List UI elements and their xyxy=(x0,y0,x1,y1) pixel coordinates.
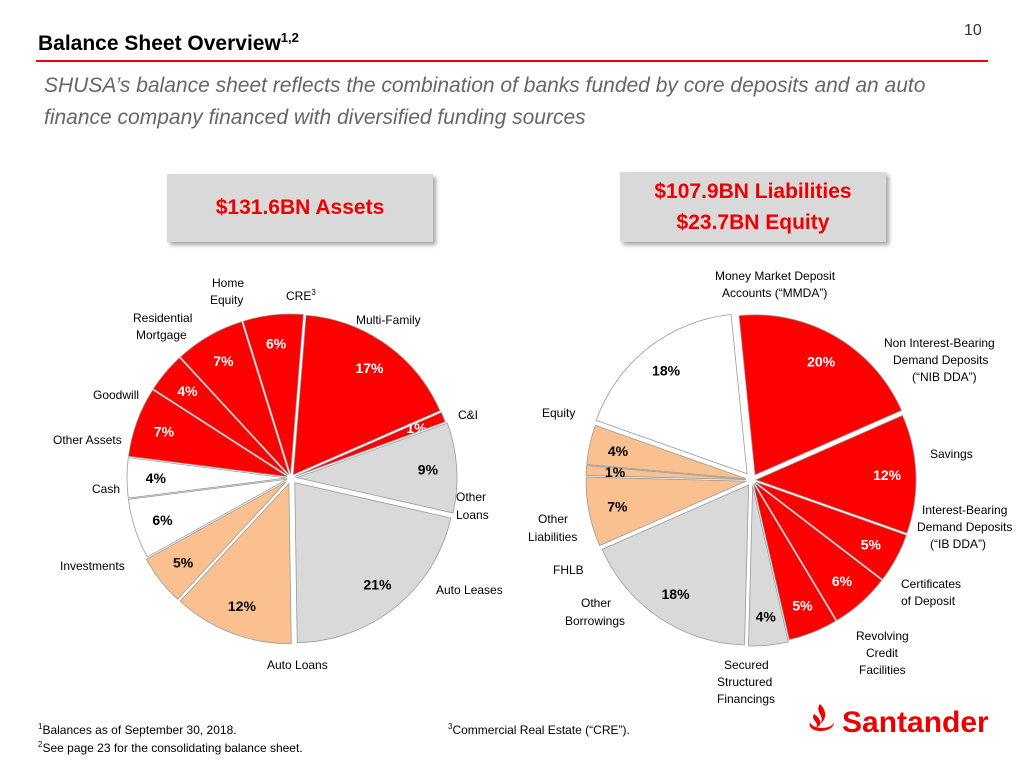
pct-label-other-assets: 6% xyxy=(152,512,173,528)
santander-logo: Santander xyxy=(804,702,994,747)
pct-label-goodwill: 4% xyxy=(146,470,167,486)
liabilities-total-box: $107.9BN Liabilities $23.7BN Equity xyxy=(620,172,886,242)
santander-flame-icon: Santander xyxy=(809,704,989,739)
slice-goodwill xyxy=(126,457,288,499)
pct-label-equity: 18% xyxy=(652,363,681,379)
slice-other-loans xyxy=(294,411,446,477)
slice-other-liabilities xyxy=(586,424,747,480)
label-other-liabilities: Other Liabilities xyxy=(528,512,577,544)
slice-home-equity xyxy=(152,357,289,476)
label-other-assets: Other Assets xyxy=(53,433,122,447)
slice-residential-mortgage xyxy=(128,389,288,478)
slice-savings xyxy=(755,481,907,580)
label-goodwill: Goodwill xyxy=(93,388,139,402)
assets-total-box: $131.6BN Assets xyxy=(167,174,433,242)
slice-c-i xyxy=(292,314,441,476)
pct-label-multi-family: 6% xyxy=(266,336,287,352)
slice-multi-family xyxy=(242,313,304,475)
label-other-loans: Other Loans xyxy=(456,490,489,522)
slice-fhlb xyxy=(585,465,747,481)
slice-certificates-of-deposit xyxy=(753,483,837,641)
pct-label-other-borrowings: 7% xyxy=(607,498,628,514)
pct-label-auto-leases: 9% xyxy=(418,461,439,477)
title-rule xyxy=(36,60,988,62)
footnote-2: 2See page 23 for the consolidating balan… xyxy=(38,740,303,755)
pct-label-auto-loans: 21% xyxy=(363,577,392,593)
slice-cre3 xyxy=(179,321,290,475)
liabilities-pie: 20% 12% 5% 6% 5% 4% 18% 7% 1% 4% 18% xyxy=(585,314,917,647)
pct-label-savings: 5% xyxy=(861,536,882,552)
slice-auto-loans xyxy=(294,482,452,644)
label-savings: Savings xyxy=(930,447,973,461)
pct-label-investments: 12% xyxy=(228,598,257,614)
slice-equity xyxy=(595,314,748,475)
pct-label-secured-structured-financings: 18% xyxy=(662,586,691,602)
pct-label-interest-bearing-demand-deposits-ib-dda: 6% xyxy=(832,573,853,589)
pct-label-other-liabilities: 4% xyxy=(608,443,629,459)
pct-label-fhlb: 1% xyxy=(605,464,626,480)
logo-wordmark: Santander xyxy=(842,706,989,739)
assets-pie: 17%1%9%21%12%5%6%4%7%4%7%6% xyxy=(126,313,458,644)
label-certificates-of-deposit: Certificates of Deposit xyxy=(901,577,961,608)
slice-other-assets xyxy=(128,478,288,558)
footnote-1: 1Balances as of September 30, 2018. xyxy=(38,722,237,737)
slice-secured-structured-financings xyxy=(601,484,750,646)
label-mmda: Money Market Deposit Accounts (“MMDA”) xyxy=(715,269,836,300)
label-ci: C&I xyxy=(458,408,478,422)
liabilities-labels: Money Market Deposit Accounts (“MMDA”) No… xyxy=(528,269,1012,706)
pct-label-certificates-of-deposit: 5% xyxy=(792,597,813,613)
pct-label-c-i: 17% xyxy=(355,360,384,376)
label-revolving-credit: Revolving Credit Facilities xyxy=(856,629,909,677)
page-number: 10 xyxy=(964,22,982,39)
slice-investments xyxy=(179,482,292,644)
label-fhlb: FHLB xyxy=(553,563,584,577)
pct-label-cre3: 7% xyxy=(213,353,234,369)
label-home-equity: Home Equity xyxy=(210,276,244,307)
slice-interest-bearing-demand-deposits-ib-dda xyxy=(754,482,883,621)
label-nib-dda: Non Interest-Bearing Demand Deposits (“NIB… xyxy=(884,336,995,384)
label-secured-structured: Secured Structured Financings xyxy=(717,658,775,706)
equity-total: $23.7BN Equity xyxy=(676,211,830,234)
label-multi-family: Multi-Family xyxy=(356,313,421,327)
footnote-3: 3Commercial Real Estate (“CRE”). xyxy=(448,722,630,737)
subtitle: SHUSA’s balance sheet reflects the combi… xyxy=(44,74,926,129)
label-investments: Investments xyxy=(60,559,125,573)
liabilities-total: $107.9BN Liabilities xyxy=(654,180,852,203)
slice-other-borrowings xyxy=(585,476,747,547)
label-equity: Equity xyxy=(542,406,575,420)
label-auto-leases: Auto Leases xyxy=(436,583,503,597)
page-title: Balance Sheet Overview1,2 xyxy=(38,30,299,55)
slice-money-market-deposit-accounts-mmda xyxy=(738,314,903,476)
label-cre: CRE3 xyxy=(286,288,316,303)
label-ib-dda: Interest-Bearing Demand Deposits (“IB DDA”… xyxy=(917,503,1012,551)
label-residential-mortgage: Residential Mortgage xyxy=(133,311,192,342)
pct-label-cash: 5% xyxy=(173,555,194,571)
slice-auto-leases xyxy=(295,422,458,514)
label-cash: Cash xyxy=(92,482,120,496)
slice-revolving-credit-facilities xyxy=(748,485,789,647)
label-other-borrowings: Other Borrowings xyxy=(565,596,625,628)
label-auto-loans: Auto Loans xyxy=(267,658,328,672)
assets-labels: Home Equity CRE3 Residential Mortgage Mult… xyxy=(53,276,503,672)
slice-cash xyxy=(145,481,287,600)
pct-label-home-equity: 4% xyxy=(177,383,198,399)
pct-label-money-market-deposit-accounts-mmda: 20% xyxy=(807,354,836,370)
pct-label-non-interest-bearing-demand-deposits-nib-dda: 12% xyxy=(873,467,902,483)
pct-label-residential-mortgage: 7% xyxy=(154,424,175,440)
pct-label-revolving-credit-facilities: 4% xyxy=(756,609,777,625)
slice-non-interest-bearing-demand-deposits-nib-dda xyxy=(754,414,917,534)
